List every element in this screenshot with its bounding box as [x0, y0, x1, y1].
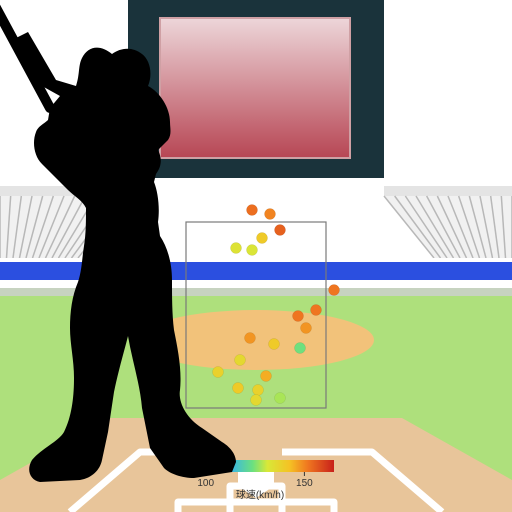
pitch-marker	[247, 205, 258, 216]
pitch-marker	[275, 393, 286, 404]
pitch-marker	[253, 385, 264, 396]
stand-roof-right	[384, 186, 512, 196]
pitch-marker	[247, 245, 258, 256]
pitch-marker	[231, 243, 242, 254]
pitch-marker	[245, 333, 256, 344]
legend-axis-label: 球速(km/h)	[236, 488, 284, 501]
scoreboard-screen	[160, 18, 350, 158]
pitch-marker	[329, 285, 340, 296]
bat	[0, 4, 50, 108]
legend-tick-label: 150	[296, 478, 313, 489]
pitch-marker	[295, 343, 306, 354]
pitch-marker	[261, 371, 272, 382]
pitch-marker	[293, 311, 304, 322]
pitch-marker	[265, 209, 276, 220]
legend-tick-label: 100	[197, 478, 214, 489]
pitch-marker	[311, 305, 322, 316]
pitch-marker	[233, 383, 244, 394]
pitch-marker	[235, 355, 246, 366]
pitch-marker	[251, 395, 262, 406]
wall-band	[0, 262, 512, 280]
pitch-marker	[269, 339, 280, 350]
pitch-marker	[213, 367, 224, 378]
pitch-marker	[257, 233, 268, 244]
pitch-marker	[275, 225, 286, 236]
pitch-marker	[301, 323, 312, 334]
